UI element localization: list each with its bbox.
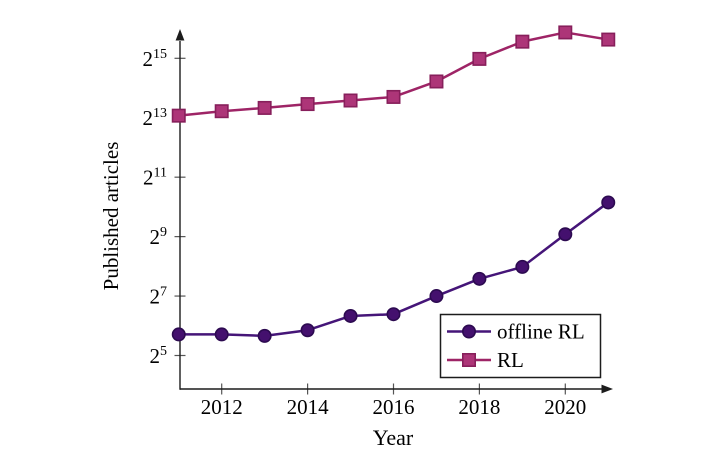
y-tick-label-base: 2 bbox=[150, 225, 161, 249]
data-point-marker bbox=[515, 259, 530, 274]
data-point-marker bbox=[601, 195, 616, 210]
data-point-marker bbox=[386, 89, 401, 104]
x-tick-label: 2018 bbox=[458, 395, 500, 419]
y-tick-label-exponent: 7 bbox=[160, 285, 167, 300]
y-tick-label: 25 bbox=[150, 344, 168, 368]
legend-circle-marker-icon bbox=[461, 324, 476, 339]
data-point-marker bbox=[386, 307, 401, 322]
x-axis-arrow-icon bbox=[601, 384, 613, 394]
data-point-marker bbox=[214, 104, 229, 119]
data-point-marker bbox=[343, 308, 358, 323]
legend-entry: offline RL bbox=[447, 320, 585, 344]
data-point-marker bbox=[300, 97, 315, 112]
data-point-marker bbox=[601, 32, 616, 47]
series-offline-rl bbox=[171, 195, 616, 343]
y-axis-arrow-icon bbox=[175, 29, 185, 41]
data-point-marker bbox=[171, 108, 186, 123]
x-axis-title: Year bbox=[373, 425, 414, 450]
series-rl bbox=[171, 25, 616, 123]
data-point-marker bbox=[171, 327, 186, 342]
y-axis-title: Published articles bbox=[99, 142, 123, 291]
data-point-marker bbox=[300, 323, 315, 338]
legend-label: RL bbox=[497, 348, 524, 372]
data-point-marker bbox=[429, 289, 444, 304]
legend-entry: RL bbox=[447, 348, 524, 372]
data-point-marker bbox=[558, 227, 573, 242]
data-point-marker bbox=[343, 93, 358, 108]
legend-label: offline RL bbox=[497, 320, 585, 344]
y-tick-label: 29 bbox=[150, 225, 168, 249]
data-point-marker bbox=[429, 74, 444, 89]
y-tick-label-base: 2 bbox=[143, 106, 154, 130]
y-tick-label-exponent: 9 bbox=[160, 225, 167, 240]
legend-square-marker-icon bbox=[461, 352, 476, 367]
data-point-marker bbox=[472, 51, 487, 66]
y-tick-label-base: 2 bbox=[143, 166, 154, 190]
y-tick-label: 215 bbox=[143, 47, 168, 71]
y-tick-label-exponent: 15 bbox=[153, 47, 167, 62]
y-tick-label-exponent: 13 bbox=[153, 106, 167, 121]
y-tick-label-exponent: 5 bbox=[160, 344, 167, 359]
x-tick-label: 2020 bbox=[544, 395, 586, 419]
data-point-marker bbox=[214, 327, 229, 342]
x-tick-label: 2016 bbox=[373, 395, 415, 419]
y-tick-label-base: 2 bbox=[150, 344, 161, 368]
data-point-marker bbox=[558, 25, 573, 40]
y-tick-label-exponent: 11 bbox=[154, 166, 167, 181]
y-tick-label: 27 bbox=[150, 285, 168, 309]
data-point-marker bbox=[515, 34, 530, 49]
y-tick-label-base: 2 bbox=[150, 285, 161, 309]
data-point-marker bbox=[257, 328, 272, 343]
x-tick-label: 2012 bbox=[201, 395, 243, 419]
x-tick-label: 2014 bbox=[287, 395, 330, 419]
legend: offline RL RL bbox=[439, 313, 602, 379]
y-tick-label-base: 2 bbox=[143, 47, 154, 71]
data-point-marker bbox=[257, 100, 272, 115]
y-tick-label: 211 bbox=[143, 166, 167, 190]
data-point-marker bbox=[472, 271, 487, 286]
y-tick-label: 213 bbox=[143, 106, 168, 130]
